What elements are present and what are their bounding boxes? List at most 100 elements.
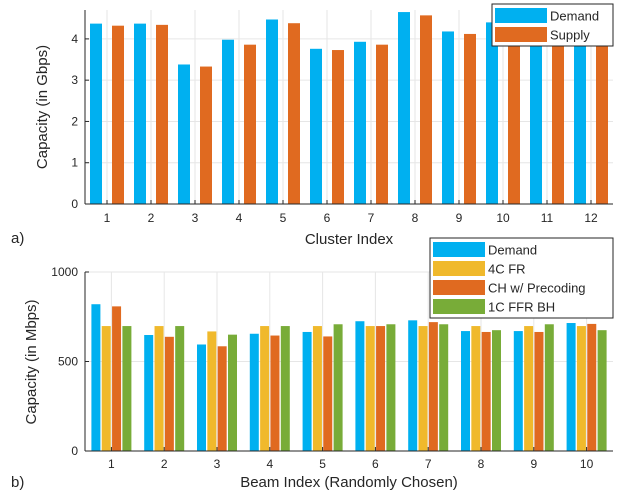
bar-b-1c-ffr-bh-5 [333, 324, 343, 451]
chart-b-y-tick-label: 1000 [51, 265, 78, 279]
bar-a-supply-2 [156, 24, 168, 205]
bar-b-4c-fr-6 [365, 326, 375, 451]
chart-a-x-tick-label: 7 [368, 211, 375, 225]
bar-a-supply-9 [464, 33, 476, 204]
bar-a-demand-3 [178, 64, 190, 204]
bar-a-supply-7 [376, 44, 388, 205]
chart-b-axes [84, 271, 613, 452]
chart-b-x-tick-label: 6 [372, 457, 379, 471]
chart-a-x-tick-label: 9 [456, 211, 463, 225]
bar-b-ch-w-precoding-8 [481, 331, 491, 451]
chart-a-x-tick-label: 4 [236, 211, 243, 225]
chart-b-x-tick-label: 1 [108, 457, 115, 471]
chart-b-x-tick-label: 5 [319, 457, 326, 471]
bar-b-demand-6 [355, 321, 365, 451]
chart-a-y-tick-label: 3 [71, 73, 78, 87]
bar-b-1c-ffr-bh-4 [280, 326, 290, 451]
panel-label-a: a) [11, 230, 24, 247]
chart-b-x-tick-label: 4 [266, 457, 273, 471]
bar-a-supply-10 [508, 24, 520, 205]
bar-b-1c-ffr-bh-6 [386, 324, 396, 451]
bar-a-demand-9 [442, 31, 454, 204]
bar-b-1c-ffr-bh-1 [122, 326, 132, 451]
chart-a-y-tick-label: 0 [71, 197, 78, 211]
bar-a-demand-7 [354, 41, 366, 205]
bar-b-4c-fr-9 [524, 326, 534, 451]
chart-a-x-tick-label: 1 [104, 211, 111, 225]
chart-b-x-tick-label: 10 [580, 457, 594, 471]
chart-b-x-tick-label: 7 [425, 457, 432, 471]
bar-b-4c-fr-4 [260, 326, 270, 451]
bar-b-1c-ffr-bh-3 [228, 334, 237, 451]
chart-b-ylabel: Capacity (in Mbps) [23, 299, 40, 424]
bar-a-supply-4 [244, 44, 256, 205]
chart-b: 1 2 3 4 5 6 7 8 9 10 0 500 1000 Capacity (in Mbps) B… [11, 237, 614, 491]
chart-a-y-tick-label: 1 [71, 156, 78, 170]
chart-a-x-tick-label: 8 [412, 211, 419, 225]
bar-b-demand-1 [91, 304, 101, 451]
bar-b-demand-10 [566, 323, 576, 451]
chart-a-x-tick-label: 5 [280, 211, 287, 225]
chart-b-legend: Demand 4C FR CH w/ Precoding 1C FFR BH [429, 237, 614, 319]
bar-b-ch-w-precoding-9 [534, 331, 544, 451]
bar-a-supply-11 [552, 25, 564, 205]
bar-a-supply-8 [420, 15, 432, 205]
bar-b-ch-w-precoding-10 [587, 323, 597, 451]
bar-a-demand-12 [574, 25, 586, 205]
bar-a-demand-4 [222, 39, 234, 205]
bar-b-demand-7 [408, 320, 418, 451]
chart-a-legend-swatch [495, 27, 547, 42]
chart-b-legend-swatch [433, 280, 485, 295]
bar-b-ch-w-precoding-5 [323, 336, 333, 451]
bar-b-ch-w-precoding-2 [164, 336, 174, 451]
chart-a-x-tick-label: 6 [324, 211, 331, 225]
bar-a-demand-8 [398, 12, 410, 205]
bar-b-ch-w-precoding-4 [270, 335, 280, 451]
chart-b-legend-swatch [433, 299, 485, 314]
bar-b-4c-fr-10 [576, 326, 586, 451]
chart-a-bars [90, 12, 608, 205]
chart-a-legend-swatch [495, 8, 547, 23]
bar-b-ch-w-precoding-6 [376, 326, 386, 451]
bar-b-demand-5 [302, 331, 312, 451]
chart-a-ylabel: Capacity (in Gbps) [34, 45, 51, 169]
chart-a-axes [84, 10, 613, 205]
bar-b-demand-2 [144, 335, 154, 451]
bar-b-ch-w-precoding-3 [217, 346, 227, 451]
bar-a-supply-3 [200, 66, 212, 204]
bar-b-4c-fr-1 [101, 326, 111, 451]
bar-b-demand-9 [513, 331, 523, 451]
bar-a-supply-6 [332, 50, 344, 204]
bar-b-4c-fr-8 [471, 326, 481, 451]
chart-a-gridlines [85, 10, 613, 204]
bar-b-1c-ffr-bh-7 [439, 324, 449, 451]
bar-a-demand-2 [134, 23, 146, 204]
chart-a-x-tick-label: 10 [496, 211, 510, 225]
chart-a-xlabel: Cluster Index [305, 231, 394, 248]
bar-b-demand-3 [197, 344, 206, 451]
bar-b-4c-fr-3 [207, 331, 217, 451]
chart-b-legend-label: Demand [488, 243, 537, 258]
chart-b-x-tick-label: 9 [530, 457, 537, 471]
bar-b-1c-ffr-bh-10 [597, 330, 607, 451]
chart-b-bars [91, 304, 607, 451]
chart-b-legend-label: CH w/ Precoding [488, 281, 586, 296]
chart-b-x-tick-label: 2 [161, 457, 168, 471]
bar-a-demand-11 [530, 23, 542, 204]
chart-b-y-tick-label: 500 [58, 355, 78, 369]
bar-a-supply-5 [288, 23, 300, 204]
chart-b-legend-swatch [433, 242, 485, 257]
bar-a-supply-12 [596, 26, 608, 205]
chart-a-x-tick-label: 12 [584, 211, 598, 225]
bar-b-4c-fr-5 [312, 326, 322, 451]
bar-b-1c-ffr-bh-2 [175, 326, 185, 451]
bar-b-ch-w-precoding-1 [112, 306, 122, 451]
bar-b-demand-4 [249, 333, 259, 451]
bar-a-demand-10 [486, 22, 498, 204]
panel-label-b: b) [11, 474, 24, 491]
bar-a-demand-5 [266, 19, 278, 204]
chart-a-legend-label: Supply [550, 28, 590, 43]
bar-b-4c-fr-2 [154, 326, 164, 451]
